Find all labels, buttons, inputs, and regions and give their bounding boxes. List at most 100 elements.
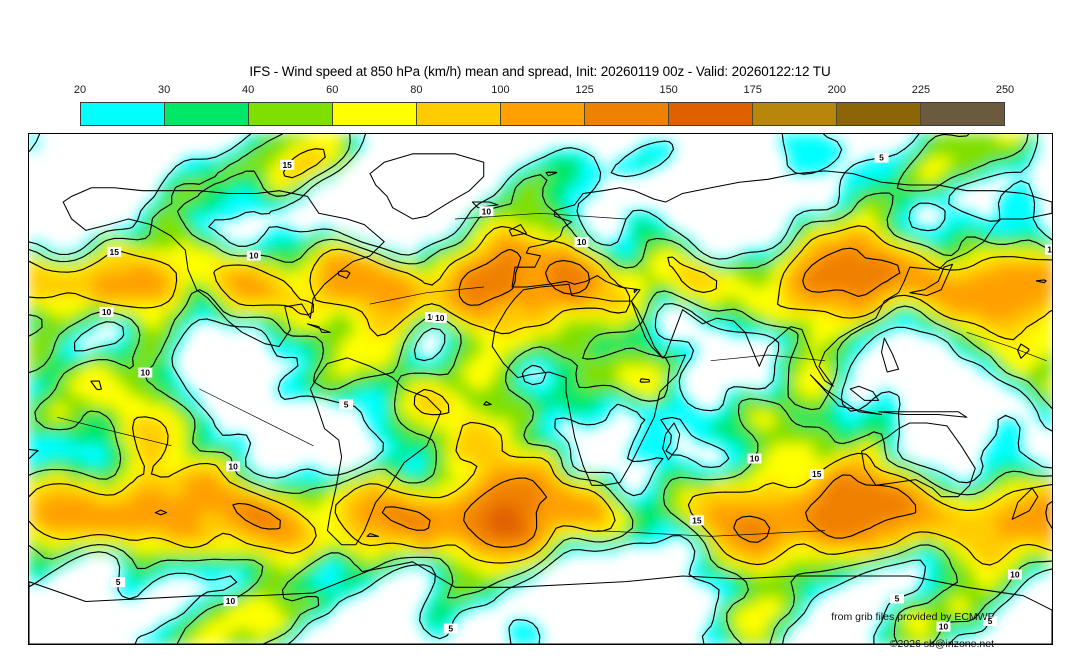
coastline-detail	[199, 388, 314, 447]
colorbar-band-60-80	[333, 103, 417, 125]
colorbar-tick-100: 100	[491, 84, 510, 96]
svg-text:10: 10	[750, 454, 760, 464]
contour-label-5: 5	[890, 593, 904, 603]
contour-label-15: 15	[280, 160, 295, 170]
coastline-detail	[369, 286, 485, 305]
svg-text:5: 5	[448, 624, 453, 634]
svg-text:5: 5	[344, 399, 349, 409]
colorbar-legend: 20 30 40 60 80 100 125 150 175 200 225 250	[74, 84, 1014, 126]
svg-text:5: 5	[879, 153, 884, 163]
credit-copyright: ©2026 sb@irizone.net	[889, 638, 994, 650]
contour-label-10: 10	[479, 206, 494, 216]
coastline-detail	[454, 212, 627, 220]
svg-text:10: 10	[427, 312, 437, 322]
svg-text:10: 10	[1047, 245, 1052, 255]
coastline-path	[306, 323, 331, 333]
colorbar-band-20-30	[81, 103, 165, 125]
coastline-detail	[966, 331, 1047, 362]
svg-text:15: 15	[282, 160, 292, 170]
contour-label-15: 15	[107, 247, 122, 257]
coastline-path	[662, 422, 681, 461]
colorbar-band-30-40	[165, 103, 249, 125]
coastline-path	[491, 283, 686, 486]
coastline-path	[1011, 487, 1039, 520]
coastline-path	[881, 337, 900, 373]
colorbar-tick-20: 20	[73, 84, 87, 96]
svg-text:15: 15	[110, 247, 120, 257]
contour-label-10: 10	[1007, 569, 1022, 579]
map-field-render: 5555551010101010101010101010101015151515	[29, 134, 1052, 644]
colorbar-band-80-100	[417, 103, 501, 125]
svg-text:10: 10	[482, 206, 492, 216]
coastline-path	[809, 374, 883, 416]
colorbar-tick-60: 60	[326, 84, 339, 96]
contour-label-10: 10	[138, 368, 153, 378]
contour-label-10: 10	[574, 237, 589, 247]
svg-text:10: 10	[939, 622, 949, 632]
contour-line-20	[154, 247, 1052, 548]
svg-text:10: 10	[102, 307, 112, 317]
coastline-path	[861, 422, 976, 498]
coastline-detail	[596, 530, 825, 537]
contour-label-10: 10	[936, 622, 951, 632]
colorbar-tick-200: 200	[827, 84, 846, 96]
svg-text:10: 10	[435, 313, 445, 323]
colorbar-band-125-150	[585, 103, 669, 125]
coastline-path	[62, 187, 385, 347]
page-title: IFS - Wind speed at 850 hPa (km/h) mean …	[249, 64, 831, 79]
svg-text:10: 10	[226, 596, 236, 606]
svg-text:5: 5	[895, 593, 900, 603]
svg-text:10: 10	[577, 237, 587, 247]
coastline-path	[309, 357, 442, 546]
contour-label-15: 15	[689, 515, 704, 525]
svg-text:5: 5	[116, 577, 121, 587]
contour-label-10: 10	[432, 313, 447, 323]
credit-source: from grib files provided by ECMWF	[831, 611, 994, 623]
contour-label-5: 5	[874, 153, 889, 163]
coastline-path	[633, 289, 638, 294]
contour-label-10: 10	[246, 251, 261, 261]
contour-line-5	[29, 134, 1052, 644]
colorbar-tick-30: 30	[157, 84, 171, 96]
coastline-detail	[710, 354, 825, 362]
colorbar-tick-250: 250	[995, 84, 1015, 96]
contour-line-15	[29, 148, 1052, 566]
svg-text:10: 10	[228, 461, 238, 471]
contour-label-10: 10	[223, 596, 238, 606]
contour-label-10: 10	[99, 307, 114, 317]
contour-label-10: 10	[226, 461, 241, 471]
colorbar-tick-125: 125	[575, 84, 594, 96]
contour-label-5: 5	[983, 616, 998, 626]
contour-label-15: 15	[809, 469, 824, 479]
contour-label-5: 5	[443, 624, 458, 634]
coastline-path	[511, 170, 1052, 387]
contour-label-5: 5	[111, 577, 126, 587]
contour-label-5: 5	[339, 399, 354, 409]
contour-label-10: 10	[1045, 245, 1052, 255]
colorbar-tick-175: 175	[743, 84, 762, 96]
coastline-path	[909, 263, 954, 296]
svg-text:15: 15	[692, 515, 702, 525]
colorbar-band-40-60	[249, 103, 333, 125]
coastline-path	[878, 411, 968, 418]
colorbar-band-150-175	[669, 103, 753, 125]
colorbar-gradient	[80, 102, 1005, 126]
coastline-path	[366, 533, 380, 537]
colorbar-tick-40: 40	[242, 84, 255, 96]
svg-text:10: 10	[141, 368, 151, 378]
colorbar-tick-80: 80	[410, 84, 423, 96]
colorbar-tick-225: 225	[911, 84, 931, 96]
svg-text:5: 5	[988, 616, 993, 626]
coastline-path	[29, 561, 1052, 644]
colorbar-band-225-250	[921, 103, 1004, 125]
map-panel[interactable]: 5555551010101010101010101010101015151515	[28, 133, 1053, 645]
svg-text:10: 10	[1010, 569, 1020, 579]
coastline-path	[369, 153, 485, 220]
contour-label-10: 10	[425, 312, 439, 322]
colorbar-tick-labels: 20 30 40 60 80 100 125 150 175 200 225 250	[74, 84, 1014, 100]
field-band-80-100	[29, 149, 1052, 568]
contour-label-10: 10	[747, 454, 762, 464]
field-band-150-175	[486, 504, 526, 537]
colorbar-band-100-125	[501, 103, 585, 125]
